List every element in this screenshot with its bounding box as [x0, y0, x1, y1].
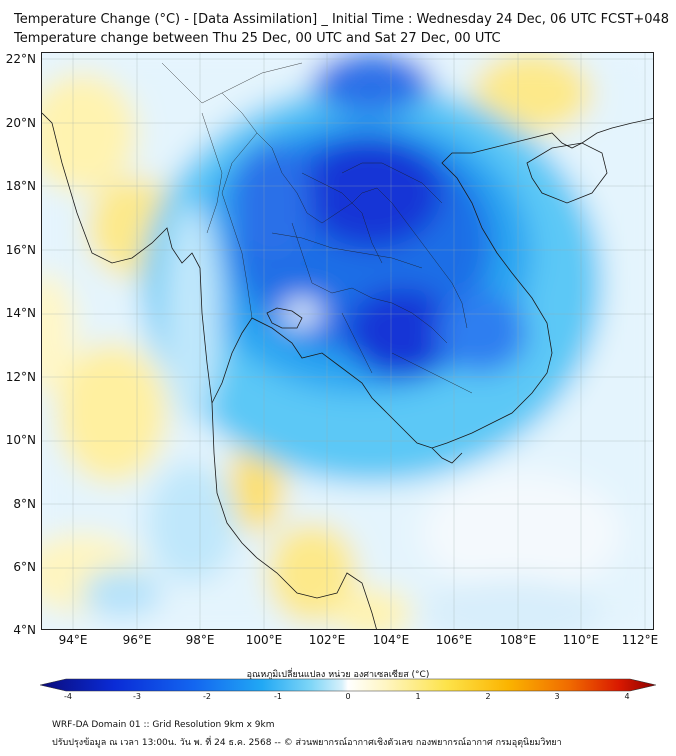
map-panel	[41, 52, 654, 630]
lat-label: 8°N	[13, 497, 36, 511]
colorbar-tick: 2	[485, 692, 491, 701]
lon-label: 98°E	[185, 633, 215, 647]
colorbar-tick: -4	[64, 692, 72, 701]
colorbar	[40, 678, 656, 692]
lat-label: 22°N	[5, 52, 36, 66]
admin-borders	[161, 62, 473, 394]
lat-label: 20°N	[5, 116, 36, 130]
temperature-field	[42, 53, 653, 629]
lat-label: 18°N	[5, 179, 36, 193]
chart-title: Temperature Change (°C) - [Data Assimila…	[14, 12, 670, 27]
model-info: WRF-DA Domain 01 :: Grid Resolution 9km …	[52, 720, 275, 730]
colorbar-tick: 0	[345, 692, 351, 701]
lat-label: 14°N	[5, 306, 36, 320]
colorbar-tick: -1	[274, 692, 282, 701]
lon-label: 106°E	[435, 633, 473, 647]
colorbar-tick: -3	[133, 692, 141, 701]
lon-label: 110°E	[562, 633, 600, 647]
lon-label: 102°E	[308, 633, 346, 647]
lon-label: 96°E	[122, 633, 152, 647]
coastlines	[42, 112, 653, 629]
colorbar-tick: -2	[203, 692, 211, 701]
update-credit: ปรับปรุงข้อมูล ณ เวลา 13:00น. วัน พ. ที่…	[52, 738, 562, 748]
lon-label: 104°E	[372, 633, 410, 647]
lon-label: 112°E	[621, 633, 659, 647]
lat-label: 16°N	[5, 243, 36, 257]
lon-label: 108°E	[499, 633, 537, 647]
colorbar-title: อุณหภูมิเปลี่ยนแปลง หน่วย องศาเซลเซียส (…	[246, 670, 430, 680]
chart-subtitle: Temperature change between Thu 25 Dec, 0…	[14, 31, 501, 46]
lat-label: 4°N	[13, 623, 36, 637]
graticule	[42, 53, 653, 629]
lon-label: 94°E	[58, 633, 88, 647]
lat-label: 10°N	[5, 433, 36, 447]
colorbar-tick: 4	[624, 692, 630, 701]
colorbar-tick: 3	[554, 692, 560, 701]
lat-label: 6°N	[13, 560, 36, 574]
colorbar-tick: 1	[415, 692, 421, 701]
lon-label: 100°E	[245, 633, 283, 647]
lat-label: 12°N	[5, 370, 36, 384]
temperature-change-map	[42, 53, 653, 629]
